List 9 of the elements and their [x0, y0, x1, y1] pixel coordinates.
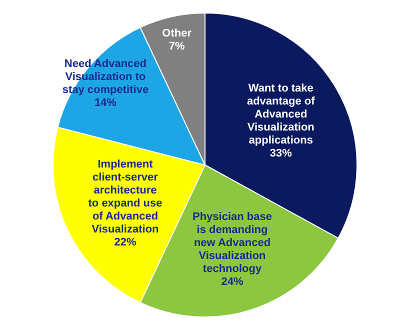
slice-label: Want to take advantage of Advanced Visualization applications: [246, 82, 316, 146]
data-label: 24%: [221, 276, 244, 288]
data-label: 22%: [114, 236, 136, 248]
data-label: 7%: [168, 40, 185, 52]
slice-label: Physician base is demanding new Advanced Visualization technology: [192, 211, 272, 276]
data-label: 33%: [270, 147, 292, 160]
slice-label: Implement client-server architecture to expand use of Advanced Visualization: [88, 158, 162, 236]
slice-label: Other: [162, 27, 192, 40]
data-label: 14%: [94, 96, 117, 109]
